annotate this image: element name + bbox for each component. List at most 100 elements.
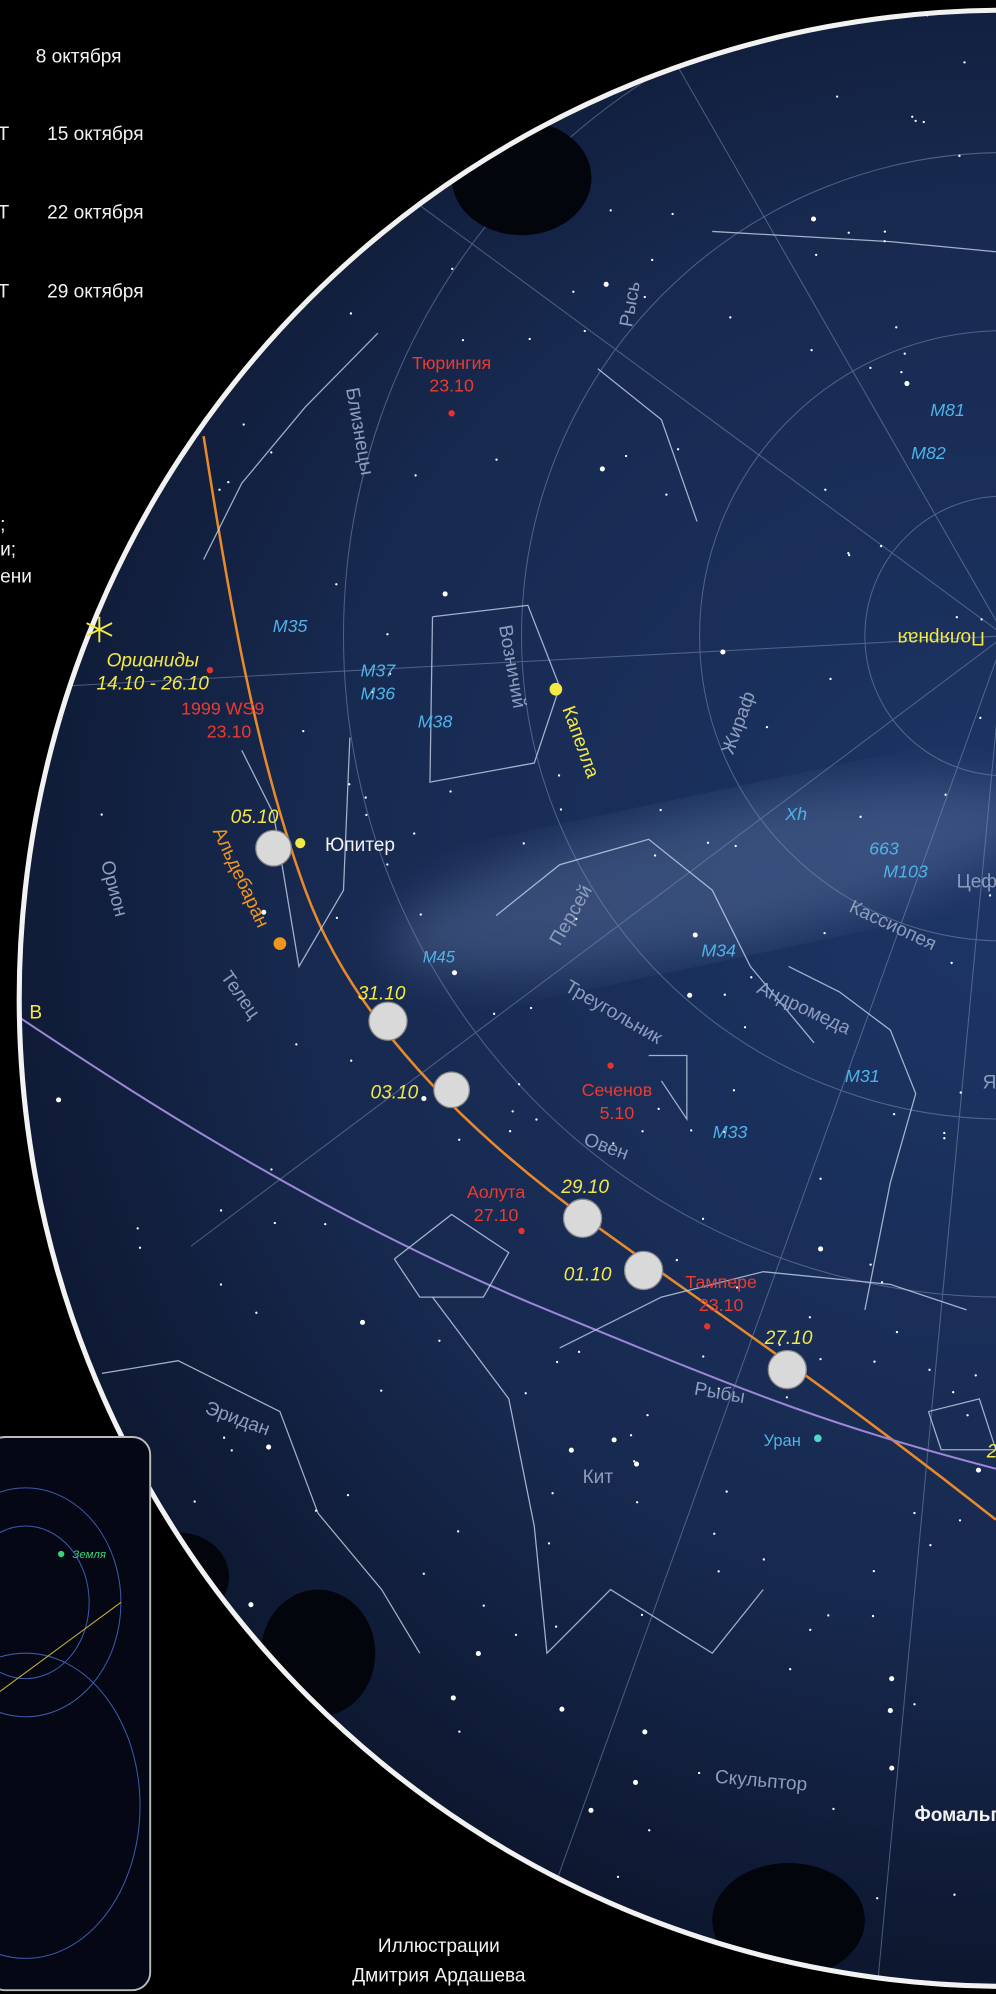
star	[914, 119, 917, 123]
map-label: 23.10	[699, 1295, 744, 1315]
star	[419, 913, 422, 916]
meteor-radiant	[607, 1062, 614, 1069]
map-label: M35	[273, 616, 308, 636]
map-label: Фомальг	[914, 1805, 996, 1826]
star	[735, 1286, 739, 1289]
star	[270, 451, 273, 454]
star	[847, 552, 850, 555]
star	[193, 1500, 196, 1503]
legend-date: 15 октября	[47, 124, 143, 145]
star	[270, 1168, 273, 1171]
star	[557, 774, 561, 777]
star	[659, 808, 662, 812]
star	[335, 916, 339, 920]
star	[438, 1339, 441, 1342]
map-label: M33	[713, 1122, 748, 1142]
star	[482, 1604, 485, 1607]
star	[676, 448, 680, 451]
star	[900, 370, 903, 374]
star	[635, 1501, 639, 1504]
star	[643, 295, 646, 299]
star	[559, 808, 563, 811]
star	[100, 813, 103, 816]
star	[702, 1355, 705, 1358]
star	[713, 1532, 716, 1535]
star	[421, 1096, 427, 1102]
map-label: 31.10	[358, 984, 406, 1005]
star	[646, 1413, 649, 1417]
star	[603, 281, 609, 287]
star	[789, 1668, 792, 1671]
star	[723, 1130, 726, 1134]
map-label: Тампере	[685, 1272, 757, 1292]
star	[629, 1434, 633, 1437]
star	[958, 154, 961, 157]
star	[380, 1389, 383, 1392]
star	[869, 1263, 872, 1266]
meteor-radiant	[704, 1323, 711, 1330]
map-label: Тюрингия	[412, 353, 491, 373]
map-label: 01.10	[564, 1265, 612, 1286]
star	[762, 1558, 765, 1561]
star	[732, 1089, 736, 1092]
coordinate-grid	[50, 10, 996, 1984]
star	[442, 591, 448, 597]
map-label: В	[29, 1003, 42, 1024]
map-label: M103	[883, 861, 928, 881]
star	[535, 1118, 538, 1121]
map-label: M37	[361, 661, 397, 681]
star	[892, 1112, 896, 1116]
star	[450, 1695, 456, 1701]
map-label: 23.10	[429, 376, 474, 396]
map-label: 23.10	[207, 722, 252, 742]
star	[514, 1633, 518, 1636]
map-label: M81	[930, 400, 965, 420]
uranus	[814, 1434, 822, 1443]
star	[950, 961, 953, 965]
star	[555, 1360, 559, 1364]
star	[364, 796, 367, 799]
star	[823, 931, 826, 935]
star	[943, 1137, 946, 1140]
star	[218, 488, 221, 491]
star	[974, 1374, 977, 1377]
legend-mark: Т	[0, 282, 10, 303]
star	[149, 664, 153, 667]
constellation-lines	[101, 230, 996, 1655]
star	[785, 1396, 788, 1399]
star	[943, 1131, 946, 1135]
star	[266, 1444, 272, 1450]
map-label: Я	[983, 1073, 996, 1094]
legend-date: 22 октября	[47, 203, 143, 224]
map-label: M31	[845, 1066, 880, 1086]
map-label: M38	[418, 711, 453, 731]
star	[928, 1368, 931, 1371]
star	[365, 813, 368, 817]
star	[568, 1447, 574, 1453]
star	[810, 216, 817, 222]
star	[422, 1572, 425, 1575]
star	[955, 616, 958, 619]
map-label: 1999 WS9	[181, 699, 264, 719]
milky-way	[388, 780, 996, 975]
star	[588, 1807, 594, 1813]
star	[903, 352, 906, 355]
star	[273, 1221, 276, 1225]
star	[583, 329, 586, 333]
star	[859, 815, 862, 818]
star	[346, 1493, 350, 1497]
credit: Иллюстрации Дмитрия Ардашева	[352, 1936, 526, 1986]
star	[895, 326, 898, 329]
star	[451, 267, 454, 270]
star	[876, 1897, 879, 1900]
map-label: 27.10	[474, 1205, 519, 1225]
star	[495, 458, 498, 461]
legend-fragment: ени	[0, 566, 32, 587]
star	[819, 1358, 822, 1361]
star	[248, 1602, 254, 1608]
star	[895, 1330, 899, 1334]
star	[371, 690, 374, 694]
radiant-mark	[86, 616, 113, 643]
star	[690, 1129, 693, 1132]
